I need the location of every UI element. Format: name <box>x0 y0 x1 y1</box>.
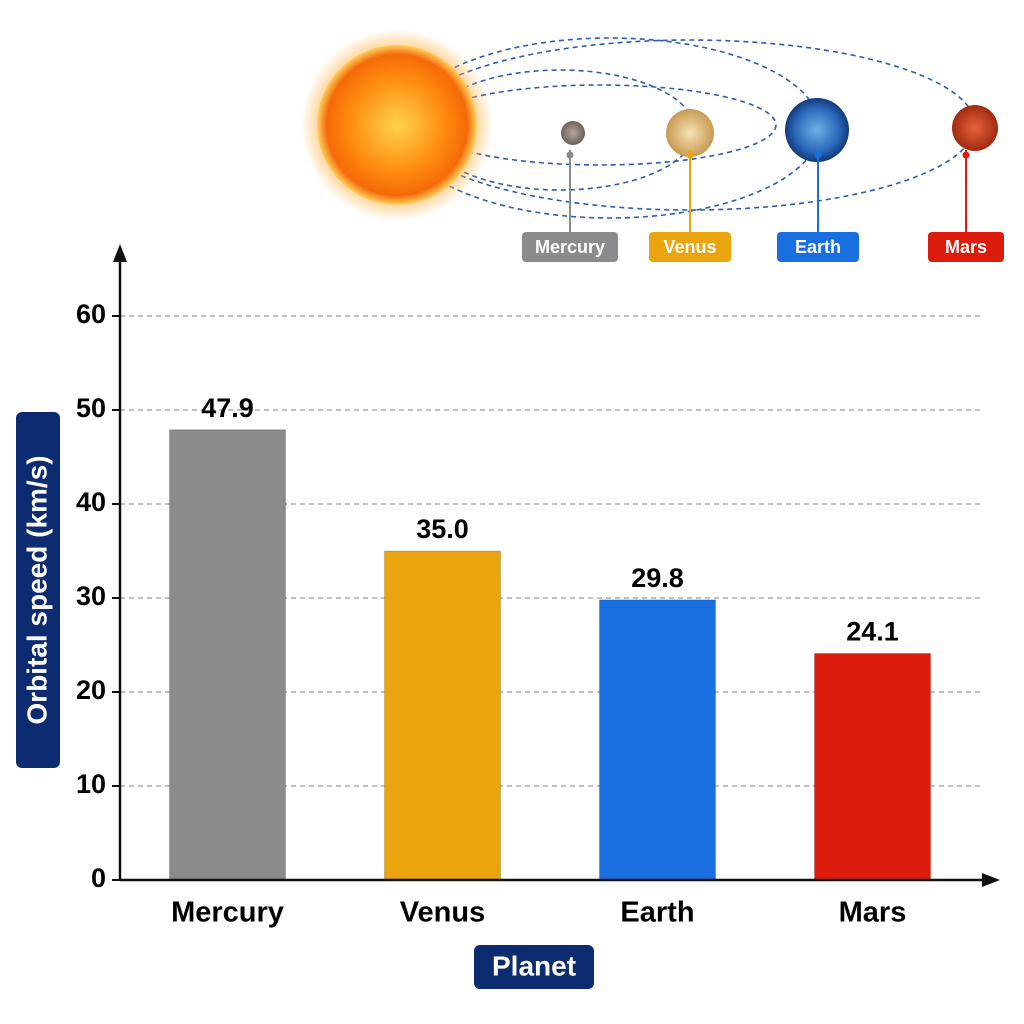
planet-chip-label: Mars <box>945 237 987 257</box>
y-tick-label: 50 <box>76 393 106 423</box>
planet-chip <box>649 232 731 262</box>
planet-chip-label: Mercury <box>535 237 605 257</box>
value-label: 29.8 <box>631 563 684 593</box>
value-label: 47.9 <box>201 393 254 423</box>
bar <box>813 652 932 881</box>
value-label: 24.1 <box>846 617 899 647</box>
planet-icon <box>785 98 849 162</box>
x-tick-label: Earth <box>620 897 694 929</box>
x-axis-title: Planet <box>492 950 576 981</box>
planet-pointer-dot <box>686 151 694 159</box>
planet-labels: Mercury Venus Earth Mars <box>522 150 1004 262</box>
x-tick-label: Mercury <box>171 897 284 929</box>
bar <box>598 599 717 881</box>
y-tick-label: 20 <box>76 675 106 705</box>
y-tick-label: 10 <box>76 769 106 799</box>
planet-chip-label: Earth <box>795 237 841 257</box>
y-tick-label: 30 <box>76 581 106 611</box>
planet-pointer-dot <box>962 151 970 159</box>
bar <box>383 550 502 881</box>
y-tick-label: 60 <box>76 299 106 329</box>
y-tick-label: 0 <box>91 863 106 893</box>
planet-icon <box>561 121 585 145</box>
sun <box>317 45 477 205</box>
x-axis-arrow <box>982 873 1000 887</box>
planet-pointer-dot <box>814 151 822 159</box>
planet-chip <box>522 232 618 262</box>
y-axis-arrow <box>113 244 127 262</box>
x-tick-label: Mars <box>839 897 907 929</box>
bar <box>168 429 287 881</box>
value-label: 35.0 <box>416 514 469 544</box>
planet-chip-label: Venus <box>663 237 716 257</box>
y-tick-label: 40 <box>76 487 106 517</box>
y-axis-title-box <box>16 412 60 768</box>
planet-icon <box>666 109 714 157</box>
x-axis-title-box <box>474 945 594 989</box>
planet-icon <box>952 105 998 151</box>
y-axis-title: Orbital speed (km/s) <box>21 455 52 724</box>
planet-chip <box>777 232 859 262</box>
x-tick-label: Venus <box>400 897 485 929</box>
y-axis-title-group: Orbital speed (km/s) <box>16 412 60 768</box>
planet-chip <box>928 232 1004 262</box>
planet-pointer-dot <box>566 151 574 159</box>
